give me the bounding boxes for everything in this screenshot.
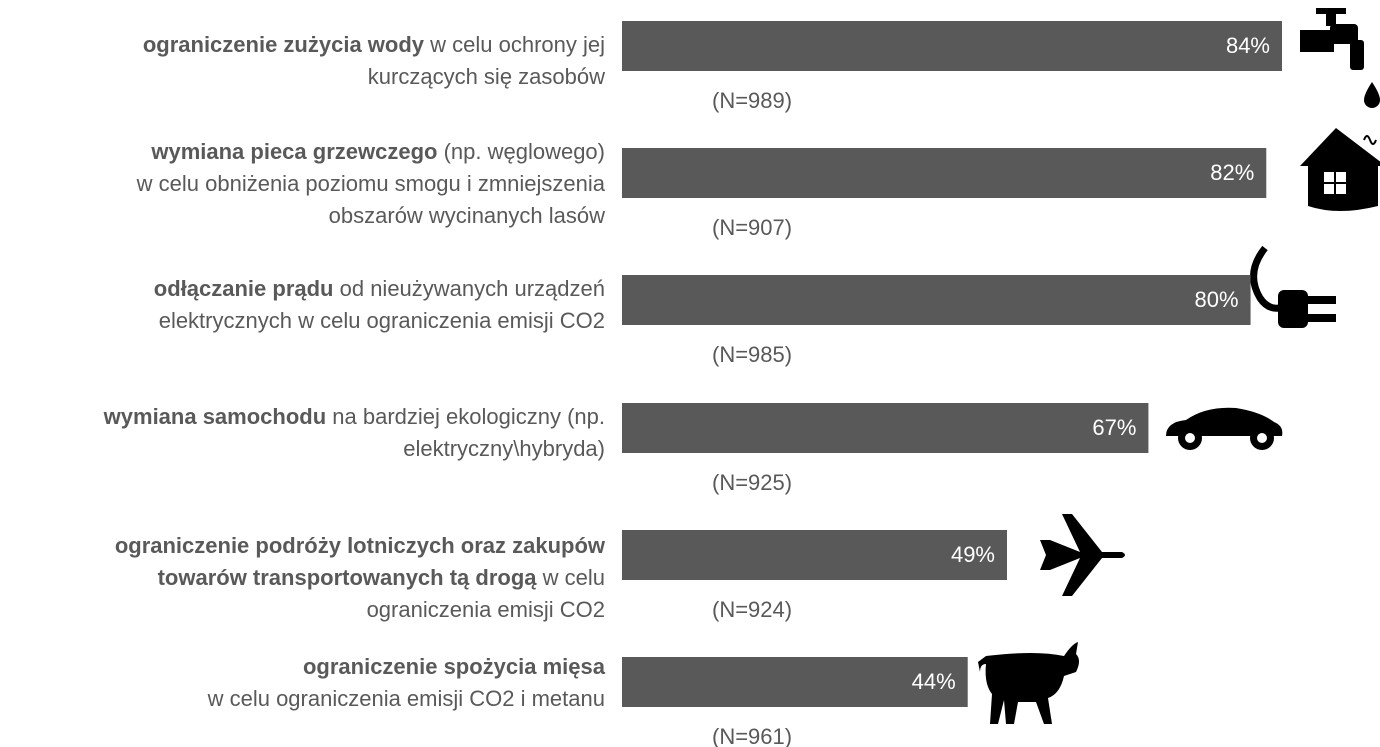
category-label: ograniczenie podróży lotniczych oraz zak…	[115, 533, 606, 558]
n-label: (N=961)	[712, 724, 792, 747]
label-part: w celu	[537, 565, 605, 590]
n-label: (N=907)	[712, 215, 792, 240]
category-label: ograniczenie spożycia mięsa	[303, 654, 606, 679]
label-part: w celu ochrony jej	[424, 32, 605, 57]
label-part: (np. węglowego)	[437, 139, 605, 164]
bar	[622, 21, 1282, 71]
category-label: kurczących się zasobów	[368, 64, 605, 89]
n-label: (N=924)	[712, 597, 792, 622]
category-label: towarów transportowanych tą drogą w celu	[158, 565, 605, 590]
bar	[622, 275, 1251, 325]
bar	[622, 530, 1007, 580]
label-part: odłączanie prądu	[154, 276, 334, 301]
category-label: elektryczny\hybryda)	[403, 436, 605, 461]
plane-icon	[1040, 514, 1125, 596]
label-part: elektryczny\hybryda)	[403, 436, 605, 461]
value-label: 49%	[951, 542, 995, 567]
plug-icon	[1250, 245, 1336, 328]
bar	[622, 148, 1267, 198]
label-part: towarów transportowanych tą drogą	[158, 565, 538, 590]
label-part: wymiana pieca grzewczego	[150, 139, 437, 164]
label-part: wymiana samochodu	[103, 404, 327, 429]
label-part: elektrycznych w celu ograniczenia emisji…	[159, 308, 605, 333]
label-part: ograniczenie podróży lotniczych oraz zak…	[115, 533, 606, 558]
label-part: ograniczenia emisji CO2	[367, 597, 605, 622]
house-icon	[1300, 128, 1380, 211]
label-part: ograniczenie spożycia mięsa	[303, 654, 606, 679]
category-label: elektrycznych w celu ograniczenia emisji…	[159, 308, 605, 333]
category-label: w celu obniżenia poziomu smogu i zmniejs…	[136, 171, 606, 196]
category-label: ograniczenie zużycia wody w celu ochrony…	[143, 32, 605, 57]
label-part: na bardziej ekologiczny (np.	[326, 404, 605, 429]
value-label: 80%	[1195, 287, 1239, 312]
label-part: obszarów wycinanych lasów	[329, 203, 605, 228]
car-icon	[1166, 407, 1283, 450]
tap-icon	[1300, 8, 1380, 108]
category-label: ograniczenia emisji CO2	[367, 597, 605, 622]
value-label: 44%	[912, 669, 956, 694]
label-part: kurczących się zasobów	[368, 64, 605, 89]
value-label: 82%	[1210, 160, 1254, 185]
cow-icon	[978, 642, 1079, 724]
n-label: (N=989)	[712, 88, 792, 113]
value-label: 84%	[1226, 33, 1270, 58]
label-part: w celu obniżenia poziomu smogu i zmniejs…	[136, 171, 606, 196]
icons	[978, 8, 1380, 724]
value-label: 67%	[1092, 415, 1136, 440]
category-label: obszarów wycinanych lasów	[329, 203, 605, 228]
label-part: ograniczenie zużycia wody	[143, 32, 425, 57]
label-part: od nieużywanych urządzeń	[334, 276, 606, 301]
bar	[622, 657, 968, 707]
category-label: wymiana pieca grzewczego (np. węglowego)	[150, 139, 605, 164]
label-part: w celu ograniczenia emisji CO2 i metanu	[207, 686, 605, 711]
n-label: (N=925)	[712, 470, 792, 495]
bar	[622, 403, 1149, 453]
category-label: odłączanie prądu od nieużywanych urządze…	[154, 276, 605, 301]
category-label: wymiana samochodu na bardziej ekologiczn…	[103, 404, 605, 429]
n-label: (N=985)	[712, 342, 792, 367]
category-label: w celu ograniczenia emisji CO2 i metanu	[207, 686, 605, 711]
